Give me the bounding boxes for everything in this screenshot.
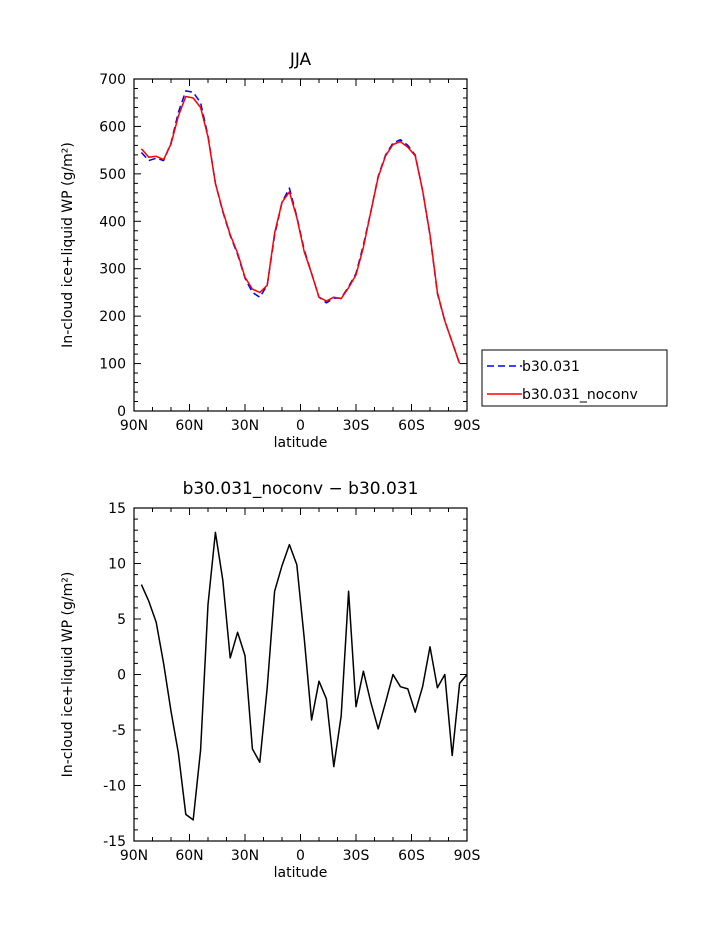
x-axis-label: latitude: [274, 435, 328, 451]
y-tick-label: 5: [117, 612, 126, 628]
chart-title: JJA: [289, 50, 312, 70]
series-line-b30.031_noconv: [140, 95, 461, 364]
y-tick-label: -5: [112, 723, 126, 739]
x-tick-label: 60N: [175, 848, 203, 864]
y-tick-label: 10: [108, 557, 126, 573]
legend-label: b30.031: [522, 359, 580, 375]
x-tick-label: 60S: [398, 418, 425, 434]
x-tick-label: 0: [296, 848, 305, 864]
chart-panel-bottom: b30.031_noconv − b30.031 90N 60N 30N 0 30S 60S…: [60, 479, 480, 881]
legend-box: [481, 349, 668, 407]
x-tick-label: 30S: [343, 418, 370, 434]
x-tick-label: 60N: [175, 418, 203, 434]
x-tick-label: 0: [296, 418, 305, 434]
y-tick-label: 0: [117, 404, 126, 420]
chart-title: b30.031_noconv − b30.031: [183, 479, 419, 499]
plot-frame: [133, 507, 468, 842]
y-tick-label: 15: [108, 501, 126, 517]
y-tick-label: -10: [103, 779, 126, 795]
x-tick-label: 90S: [454, 418, 481, 434]
x-tick-label: 30N: [231, 418, 259, 434]
x-tick-label: 90S: [454, 848, 481, 864]
y-tick-label: 600: [99, 119, 126, 135]
y-tick-label: 200: [99, 309, 126, 325]
y-tick-label: 400: [99, 214, 126, 230]
x-tick-label: 30S: [343, 848, 370, 864]
y-tick-label: 100: [99, 357, 126, 373]
plot-frame: [133, 78, 468, 412]
chart-panel-top: JJA 90N 60N 30N 0 30S 60S 90S 0 100 200 300 400 500 60…: [60, 50, 668, 451]
x-tick-label: 60S: [398, 848, 425, 864]
y-axis-label: In-cloud ice+liquid WP (g/m²): [60, 572, 76, 778]
series-line-b30.031: [140, 90, 461, 364]
y-tick-label: 0: [117, 668, 126, 684]
y-axis-label: In-cloud ice+liquid WP (g/m²): [60, 142, 76, 348]
series-line-difference: [140, 531, 468, 821]
y-tick-label: 500: [99, 167, 126, 183]
x-tick-label: 30N: [231, 848, 259, 864]
y-tick-label: 300: [99, 262, 126, 278]
x-axis-label: latitude: [274, 865, 328, 881]
y-tick-label: -15: [103, 834, 126, 850]
x-tick-label: 90N: [120, 418, 148, 434]
y-tick-label: 700: [99, 72, 126, 88]
legend-label: b30.031_noconv: [522, 387, 638, 403]
x-tick-label: 90N: [120, 848, 148, 864]
